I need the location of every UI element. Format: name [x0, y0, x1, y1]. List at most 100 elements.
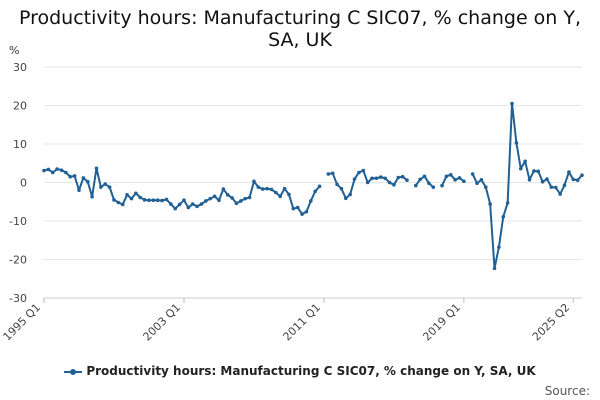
data-point-118	[558, 192, 562, 196]
data-point-34	[190, 202, 195, 206]
data-point-89	[431, 185, 436, 189]
data-point-71	[352, 177, 357, 181]
data-point-30	[173, 206, 178, 211]
data-point-36	[199, 202, 204, 206]
data-point-104	[497, 245, 501, 249]
data-point-102	[488, 202, 492, 206]
legend-entry-label: Productivity hours: Manufacturing C SIC0…	[86, 364, 536, 378]
data-point-19	[125, 193, 129, 197]
data-point-48	[252, 179, 256, 184]
data-point-73	[361, 168, 366, 173]
data-point-69	[344, 196, 348, 201]
legend[interactable]: Productivity hours: Manufacturing C SIC0…	[0, 364, 600, 378]
data-point-119	[562, 183, 567, 187]
data-point-29	[169, 202, 173, 206]
data-point-54	[278, 194, 283, 199]
data-point-58	[295, 205, 300, 210]
data-point-6	[68, 174, 73, 179]
data-point-86	[418, 177, 422, 182]
data-point-114	[540, 179, 545, 184]
data-point-33	[186, 205, 191, 210]
data-point-45	[239, 199, 243, 203]
data-point-81	[396, 175, 401, 180]
data-point-47	[247, 195, 252, 200]
data-point-14	[103, 182, 108, 186]
data-point-76	[374, 176, 379, 181]
data-point-17	[116, 200, 121, 205]
data-point-49	[256, 185, 261, 189]
data-point-38	[208, 196, 213, 201]
data-point-10	[85, 179, 90, 184]
data-point-37	[204, 199, 208, 203]
data-point-94	[453, 178, 457, 182]
data-point-59	[300, 212, 304, 216]
data-point-99	[475, 181, 479, 186]
data-point-31	[177, 202, 182, 207]
source-label: Source:	[544, 384, 590, 398]
x-tick-label: 1995 Q1	[1, 301, 44, 344]
data-point-111	[527, 178, 532, 182]
data-point-11	[90, 194, 94, 199]
data-point-46	[243, 196, 247, 201]
data-point-107	[510, 101, 514, 106]
data-point-96	[462, 179, 466, 184]
data-point-23	[142, 198, 147, 202]
data-point-35	[195, 204, 199, 209]
y-tick-label: 20	[13, 100, 27, 113]
data-point-42	[225, 193, 230, 197]
data-point-3	[55, 167, 59, 171]
data-point-26	[155, 198, 160, 203]
data-point-56	[287, 192, 291, 197]
data-point-57	[291, 206, 296, 211]
data-point-55	[282, 186, 287, 191]
data-point-0	[42, 168, 46, 173]
data-point-88	[427, 181, 431, 186]
data-point-39	[212, 194, 217, 199]
y-tick-label: 0	[20, 177, 27, 190]
y-tick-label: -10	[9, 215, 27, 228]
data-point-62	[313, 189, 317, 194]
data-point-63	[317, 184, 322, 189]
data-point-8	[77, 188, 81, 192]
data-point-25	[151, 198, 156, 203]
y-tick-label: 10	[13, 138, 27, 151]
data-point-1	[46, 167, 51, 172]
data-point-79	[387, 180, 392, 185]
data-point-80	[392, 183, 396, 187]
gridlines	[44, 66, 582, 299]
data-point-83	[405, 178, 409, 182]
data-point-112	[532, 169, 536, 173]
data-point-101	[483, 185, 488, 189]
x-tick-label: 2019 Q1	[420, 301, 463, 344]
data-point-82	[400, 174, 405, 179]
x-tick-label: 2003 Q1	[141, 301, 184, 344]
data-point-15	[107, 185, 112, 189]
data-point-28	[164, 197, 169, 202]
data-point-60	[304, 209, 309, 214]
data-point-41	[221, 187, 226, 191]
data-point-93	[448, 173, 453, 177]
data-point-2	[50, 170, 55, 175]
data-point-68	[339, 186, 344, 191]
data-point-74	[365, 180, 370, 185]
series-line-segment-0	[43, 167, 321, 216]
data-point-115	[545, 177, 549, 181]
x-tick-label: 2025 Q2	[530, 301, 573, 344]
y-tick-label: 30	[13, 61, 27, 74]
data-point-24	[147, 198, 151, 203]
data-point-21	[134, 191, 138, 196]
x-tick-label: 2011 Q1	[281, 301, 324, 344]
data-point-27	[160, 198, 164, 203]
chart-title-line-1: Productivity hours: Manufacturing C SIC0…	[18, 7, 582, 29]
data-point-40	[217, 198, 221, 203]
data-point-108	[514, 141, 519, 145]
data-point-92	[444, 174, 449, 179]
y-tick-labels: -30 -20 -10 0 10 20 30	[9, 61, 27, 305]
data-point-105	[501, 214, 506, 219]
data-point-77	[379, 175, 383, 179]
data-point-52	[269, 187, 274, 192]
data-point-116	[549, 185, 554, 189]
data-point-12	[94, 166, 99, 171]
